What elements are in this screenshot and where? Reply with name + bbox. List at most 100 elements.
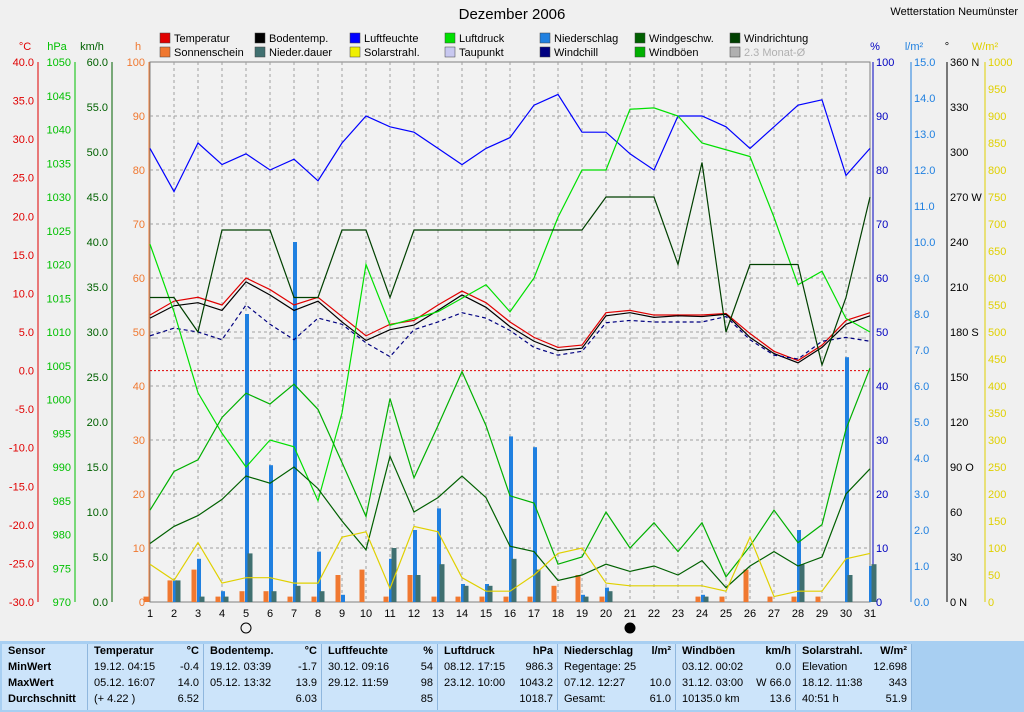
legend-label: Windgeschw. [649,33,714,45]
bar-sonnenschein [551,585,557,602]
bar-sonnenschein [335,575,341,602]
axis-tick-direction: 120 [950,417,968,429]
bar-niederschlag [173,580,177,602]
x-tick-label: 10 [360,608,372,620]
bar-niederdauer [463,585,469,602]
bar-sonnenschein [191,569,197,602]
axis-tick-direction: 360 N [950,57,979,69]
chart-title: Dezember 2006 [458,6,566,23]
stat-row: 19.12. 03:39 -1.7 [210,661,317,673]
bar-sonnenschein [143,596,149,602]
stat-row: Durchschnitt [8,693,76,705]
axis-tick-direction: 30 [950,552,962,564]
stat-row: 08.12. 17:15 986.3 [444,661,553,673]
axis-tick-pressure: 1040 [47,125,71,137]
x-tick-label: 3 [195,608,201,620]
legend-swatch [349,46,361,58]
bar-niederdauer [391,548,397,602]
axis-tick-pressure: 970 [53,597,71,609]
x-tick-label: 1 [147,608,153,620]
axis-tick-temperature: -10.0 [9,443,34,455]
axis-tick-temperature: 15.0 [13,250,34,262]
bar-niederschlag [845,357,849,602]
bar-niederschlag [701,594,705,602]
axis-tick-pressure: 1045 [47,91,71,103]
x-tick-label: 13 [432,608,444,620]
axis-tick-wind: 10.0 [87,507,108,519]
axis-tick-solar: 0 [988,597,994,609]
axis-tick-solar: 600 [988,273,1006,285]
axis-tick-hours: 90 [133,111,145,123]
bar-niederdauer [607,591,613,602]
axis-tick-direction: 270 W [950,192,982,204]
stat-header: Bodentemp. °C [210,645,317,657]
bar-niederschlag [509,436,513,602]
axis-tick-temperature: 0.0 [19,366,34,378]
legend-label: Nieder.dauer [269,47,332,59]
bar-sonnenschein [239,591,245,602]
series-temperatur [149,277,871,362]
bar-niederdauer [583,596,589,602]
bar-niederdauer [511,558,517,602]
axis-tick-rain: 0.0 [914,597,929,609]
axis-tick-pressure: 1050 [47,57,71,69]
stat-box-solarstrahl: Solarstrahl. W/m² Elevation 12.698 18.12. 11… [796,644,912,710]
bar-sonnenschein [503,596,509,602]
stat-row: Elevation 12.698 [802,661,907,673]
x-tick-label: 21 [624,608,636,620]
bar-niederschlag [437,508,441,602]
bar-sonnenschein [167,580,173,602]
bar-niederschlag [197,558,201,602]
axis-tick-pressure: 975 [53,563,71,575]
bar-niederschlag [461,584,465,602]
x-tick-label: 9 [339,608,345,620]
bar-niederschlag [413,530,417,602]
bar-sonnenschein [791,596,797,602]
axis-tick-solar: 350 [988,408,1006,420]
stat-row: 85 [420,693,433,705]
stat-header: Sensor [8,645,46,657]
bar-niederschlag [533,447,537,602]
axis-title-temperature: °C [19,41,31,53]
bar-sonnenschein [407,575,413,602]
series-windrichtung [150,162,871,368]
x-tick-label: 17 [528,608,540,620]
axis-tick-solar: 800 [988,165,1006,177]
axis-tick-direction: 180 S [950,327,979,339]
axis-tick-hours: 50 [133,327,145,339]
x-tick-label: 14 [456,608,468,620]
axis-tick-pressure: 980 [53,530,71,542]
axis-tick-rain: 12.0 [914,165,935,177]
axis-tick-rain: 7.0 [914,345,929,357]
legend-label: 2.3 Monat-Ø [744,47,806,59]
axis-tick-hours: 20 [133,489,145,501]
axis-tick-temperature: 25.0 [13,173,34,185]
axis-tick-rain: 1.0 [914,561,929,573]
x-tick-label: 2 [171,608,177,620]
x-tick-label: 25 [720,608,732,620]
axis-tick-pressure: 1030 [47,192,71,204]
bar-niederdauer [319,591,325,602]
bar-niederdauer [703,596,709,602]
bar-niederdauer [439,564,445,602]
axis-tick-rain: 13.0 [914,129,935,141]
bar-niederschlag [317,551,321,602]
x-tick-label: 26 [744,608,756,620]
axis-tick-hours: 80 [133,165,145,177]
x-tick-label: 27 [768,608,780,620]
x-tick-label: 8 [315,608,321,620]
legend-swatch [729,32,741,44]
bar-niederdauer [175,580,181,602]
legend-label: Solarstrahl. [364,47,420,59]
x-tick-label: 4 [219,608,225,620]
x-tick-label: 20 [600,608,612,620]
axis-tick-hours: 10 [133,543,145,555]
axis-tick-temperature: -5.0 [15,404,34,416]
axis-tick-solar: 500 [988,327,1006,339]
bar-sonnenschein [359,569,365,602]
legend-swatch [729,46,741,58]
legend-swatch [159,46,171,58]
stat-row: 40:51 h 51.9 [802,693,907,705]
x-tick-label: 5 [243,608,249,620]
axis-tick-solar: 100 [988,543,1006,555]
